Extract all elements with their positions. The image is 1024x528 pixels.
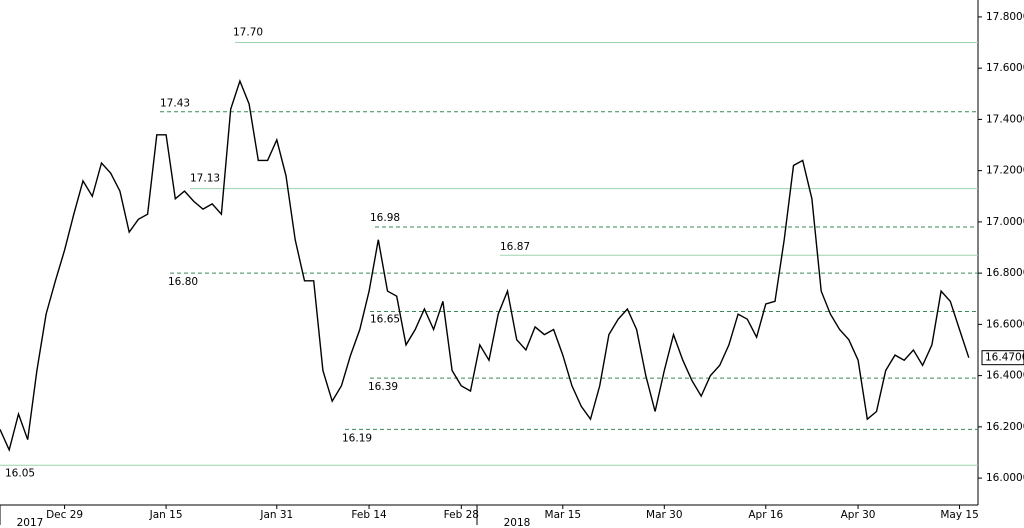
y-tick-label: 16.2000 [986,421,1024,433]
level-label: 16.05 [5,467,35,479]
year-label: 2018 [504,517,531,528]
y-tick-label: 16.6000 [986,318,1024,330]
last-value-label: 16.4700 [985,352,1024,364]
y-tick-label: 17.8000 [986,11,1024,23]
year-label: 2017 [17,517,44,528]
y-tick-label: 16.0000 [986,472,1024,484]
y-tick-label: 17.0000 [986,216,1024,228]
y-tick-label: 17.4000 [986,113,1024,125]
level-label: 16.98 [370,212,400,224]
x-tick-label: Apr 16 [748,509,783,521]
last-value-box [981,350,1024,366]
level-label: 16.87 [500,241,530,253]
x-tick-label: Jan 15 [149,509,183,521]
level-label: 17.70 [233,27,263,39]
x-tick-label: Dec 29 [46,509,83,521]
level-label: 17.13 [190,173,220,185]
level-label: 16.39 [368,381,398,393]
x-tick-label: Apr 30 [841,509,876,521]
y-tick-label: 17.6000 [986,62,1024,74]
x-tick-label: Mar 15 [545,509,582,521]
y-tick-label: 17.2000 [986,165,1024,177]
x-tick-label: Mar 30 [646,509,683,521]
y-tick-label: 16.4000 [986,370,1024,382]
x-tick-label: Feb 14 [351,509,387,521]
x-tick-label: Jan 31 [259,509,293,521]
x-tick-label: May 15 [940,509,978,521]
level-label: 16.65 [370,314,400,326]
price-line [0,78,970,453]
level-label: 17.43 [160,98,190,110]
x-tick-label: Feb 28 [444,509,479,521]
level-label: 16.80 [168,276,198,288]
level-label: 16.19 [342,432,372,444]
y-tick-label: 16.8000 [986,267,1024,279]
